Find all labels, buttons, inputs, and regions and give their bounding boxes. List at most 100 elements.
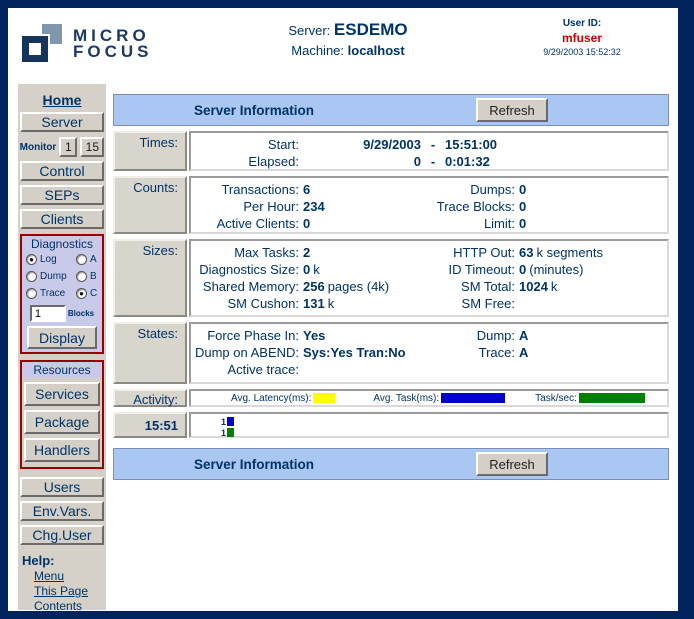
bottom-bar-title: Server Information [194, 456, 315, 472]
kv-row: SM Total: 1024 k [461, 279, 558, 294]
kv-row: Force Phase In: Yes [207, 328, 326, 343]
radio-dump[interactable]: Dump [26, 270, 76, 283]
sidebar-link-home[interactable]: Home [42, 92, 82, 108]
states-right-column: Dump: A Trace: A [429, 327, 667, 379]
sidebar-button-chg-user[interactable]: Chg.User [20, 525, 104, 545]
radio-trace[interactable]: Trace [26, 287, 76, 300]
times-section: Times: Start: 9/29/2003 - 15:51:00 Elaps… [113, 131, 669, 171]
kv-row: Active Clients: 0 [216, 216, 311, 231]
server-label: Server: [288, 23, 331, 38]
times-content: Start: 9/29/2003 - 15:51:00 Elapsed: 0 -… [189, 131, 669, 171]
radio-dump-icon [26, 271, 37, 282]
kv-row: Active trace: [227, 362, 299, 377]
monitor-interval-15-button[interactable]: 15 [80, 137, 105, 157]
states-content: Force Phase In: Yes Dump on ABEND: Sys:Yes… [189, 322, 669, 384]
sidebar-button-server[interactable]: Server [20, 112, 104, 132]
kv-row: Dump on ABEND: Sys:Yes Tran:No [194, 345, 406, 360]
kv-row: HTTP Out: 63 k segments [453, 245, 603, 260]
page: MICRO FOCUS Server: ESDEMO Machine: loca… [8, 8, 678, 611]
monitor-interval-1-button[interactable]: 1 [59, 137, 78, 157]
kv-row: Diagnostics Size: 0 k [199, 262, 320, 277]
server-information-bottom-bar: Server Information Refresh [113, 448, 669, 480]
radio-b[interactable]: B [76, 270, 102, 283]
kv-row: Transactions: 6 [221, 182, 311, 197]
times-row-elapsed: Elapsed: 0 - 0:01:32 [248, 154, 490, 169]
tasksec-bar [227, 428, 235, 437]
diagnostics-title: Diagnostics [30, 237, 94, 251]
radio-a-icon [76, 254, 87, 265]
sidebar-button-handlers[interactable]: Handlers [24, 438, 100, 462]
task-swatch [441, 393, 506, 403]
sidebar-button-package[interactable]: Package [24, 410, 100, 434]
counts-content: Transactions: 6 Per Hour: 234 Active Clien… [189, 176, 669, 234]
display-button[interactable]: Display [27, 326, 97, 349]
help-link-contents[interactable]: Contents [34, 599, 83, 611]
counts-right-column: Dumps: 0 Trace Blocks: 0 Limit: 0 [429, 181, 667, 231]
machine-label: Machine: [291, 43, 345, 58]
machine-name: localhost [347, 43, 405, 58]
kv-row: ID Timeout: 0 (minutes) [448, 262, 584, 277]
sidebar-button-clients[interactable]: Clients [20, 209, 104, 229]
sidebar-button-env-vars[interactable]: Env.Vars. [20, 501, 104, 521]
activity-bar-task: 1 [221, 416, 667, 427]
user-block: User ID: mfuser 9/29/2003 15:52:32 [522, 18, 642, 57]
sizes-left-column: Max Tasks: 2 Diagnostics Size: 0 k Shared M… [191, 244, 429, 312]
radio-a[interactable]: A [76, 253, 102, 266]
monitor-label: Monitor [19, 141, 57, 153]
kv-row: Trace: A [478, 345, 529, 360]
micro-focus-logo: MICRO FOCUS [22, 24, 153, 64]
radio-log[interactable]: ● Log [26, 253, 76, 266]
radio-b-icon [76, 271, 87, 282]
sidebar-button-seps[interactable]: SEPs [20, 185, 104, 205]
server-information-top-bar: Server Information Refresh [113, 94, 669, 126]
states-label: States: [113, 322, 187, 384]
tasksec-swatch [578, 393, 645, 403]
kv-row: Max Tasks: 2 [234, 245, 311, 260]
help-link-menu[interactable]: Menu [34, 569, 65, 583]
kv-row: Limit: 0 [483, 216, 527, 231]
radio-c-icon: ● [76, 288, 87, 299]
diagnostics-radio-group: ● Log A Dump B [22, 253, 102, 300]
kv-row: Dump: A [476, 328, 529, 343]
help-title: Help: [22, 553, 55, 568]
sidebar-button-control[interactable]: Control [20, 161, 104, 181]
kv-row: SM Free: [461, 296, 515, 311]
help-link-this-page[interactable]: This Page [34, 584, 89, 598]
sizes-section: Sizes: Max Tasks: 2 Diagnostics Size: 0 k S… [113, 239, 669, 317]
micro-focus-logo-icon [22, 24, 64, 64]
kv-row: Dumps: 0 [470, 182, 527, 197]
header: MICRO FOCUS Server: ESDEMO Machine: loca… [8, 8, 678, 84]
activity-section: Activity: Avg. Latency(ms): Avg. Task(ms… [113, 389, 669, 407]
radio-trace-icon [26, 288, 37, 299]
resources-panel: Resources Services Package Handlers [20, 360, 104, 469]
diagnostics-panel: Diagnostics ● Log A Dump [20, 234, 104, 354]
blocks-input[interactable] [29, 305, 66, 322]
states-section: States: Force Phase In: Yes Dump on ABEND… [113, 322, 669, 384]
states-left-column: Force Phase In: Yes Dump on ABEND: Sys:Yes… [191, 327, 429, 379]
legend-item-task: Avg. Task(ms): [373, 393, 506, 404]
kv-row: SM Cushon: 131 k [227, 296, 335, 311]
refresh-button-bottom[interactable]: Refresh [476, 452, 548, 476]
times-row-start: Start: 9/29/2003 - 15:51:00 [267, 137, 498, 152]
activity-row-section: 15:51 1 1 [113, 412, 669, 438]
sidebar-button-services[interactable]: Services [24, 382, 100, 406]
kv-row: Trace Blocks: 0 [436, 199, 527, 214]
resources-title: Resources [22, 362, 102, 378]
times-label: Times: [113, 131, 187, 171]
monitor-row: Monitor 1 15 [20, 137, 105, 157]
activity-legend: Avg. Latency(ms): Avg. Task(ms): Task/se… [189, 389, 669, 407]
blocks-row: Blocks [29, 305, 94, 322]
radio-log-icon: ● [26, 254, 37, 265]
refresh-button-top[interactable]: Refresh [476, 98, 548, 122]
user-id-label: User ID: [562, 18, 602, 29]
server-name: ESDEMO [333, 20, 408, 39]
login-timestamp: 9/29/2003 15:52:32 [543, 47, 621, 57]
legend-item-latency: Avg. Latency(ms): [231, 393, 336, 404]
sidebar-button-users[interactable]: Users [20, 477, 104, 497]
kv-row: Per Hour: 234 [243, 199, 325, 214]
counts-label: Counts: [113, 176, 187, 234]
user-id-value: mfuser [561, 31, 602, 45]
radio-c[interactable]: ● C [76, 287, 102, 300]
sizes-right-column: HTTP Out: 63 k segments ID Timeout: 0 (minut… [429, 244, 667, 312]
